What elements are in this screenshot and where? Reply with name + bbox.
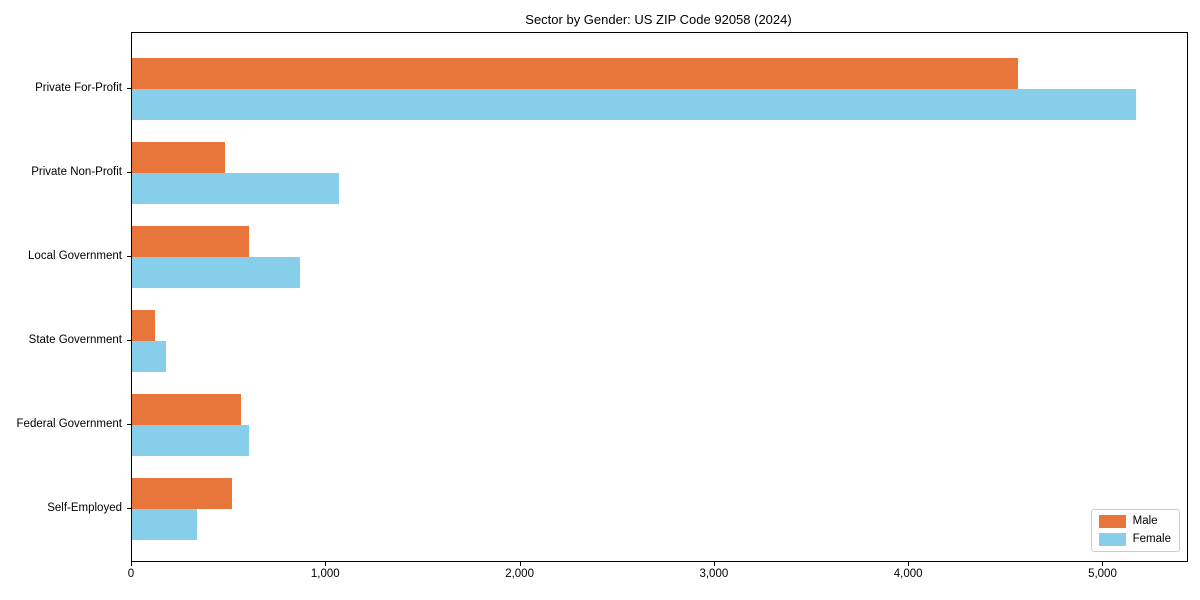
- x-tick-mark-0: [131, 562, 132, 566]
- y-tick-mark-3: [127, 340, 131, 341]
- bar-female-4: [132, 425, 249, 456]
- y-tick-mark-1: [127, 172, 131, 173]
- y-tick-label-4: Federal Government: [16, 418, 122, 430]
- legend-item-male: Male: [1098, 515, 1171, 528]
- bar-male-2: [132, 226, 249, 257]
- y-tick-mark-4: [127, 424, 131, 425]
- bar-female-2: [132, 257, 301, 288]
- x-tick-mark-3: [713, 562, 715, 566]
- y-tick-label-3: State Government: [28, 334, 122, 346]
- y-tick-label-1: Private Non-Profit: [31, 166, 122, 178]
- chart-title: Sector by Gender: US ZIP Code 92058 (202…: [525, 12, 792, 27]
- y-tick-mark-5: [127, 508, 131, 509]
- legend: Male Female: [1090, 509, 1180, 552]
- legend-item-female: Female: [1098, 533, 1171, 546]
- x-tick-label-5: 5,000: [1088, 568, 1117, 580]
- x-tick-mark-4: [908, 562, 910, 566]
- bar-male-1: [132, 142, 226, 173]
- y-tick-mark-0: [127, 88, 131, 89]
- x-tick-label-1: 1,000: [310, 568, 340, 580]
- bar-female-0: [132, 89, 1137, 120]
- x-tick-mark-5: [1102, 562, 1104, 566]
- x-tick-label-0: 0: [127, 568, 135, 580]
- y-tick-label-2: Local Government: [28, 250, 122, 262]
- bar-female-3: [132, 341, 166, 372]
- bar-female-5: [132, 509, 198, 540]
- x-tick-mark-1: [325, 562, 327, 566]
- legend-label-female: Female: [1132, 533, 1171, 545]
- x-tick-label-3: 3,000: [699, 568, 729, 580]
- bar-female-1: [132, 173, 339, 204]
- y-tick-mark-2: [127, 256, 131, 257]
- bar-male-0: [132, 58, 1018, 89]
- bar-male-3: [132, 310, 156, 341]
- legend-swatch-male-icon: [1098, 515, 1126, 528]
- legend-swatch-female-icon: [1098, 533, 1126, 546]
- x-tick-mark-2: [519, 562, 521, 566]
- x-tick-label-4: 4,000: [893, 568, 923, 580]
- legend-label-male: Male: [1132, 515, 1158, 527]
- y-tick-label-0: Private For-Profit: [35, 82, 122, 94]
- bar-male-5: [132, 478, 233, 509]
- plot-area: Male Female: [131, 32, 1188, 562]
- x-tick-label-2: 2,000: [505, 568, 534, 580]
- y-tick-label-5: Self-Employed: [47, 502, 122, 514]
- bar-male-4: [132, 394, 241, 425]
